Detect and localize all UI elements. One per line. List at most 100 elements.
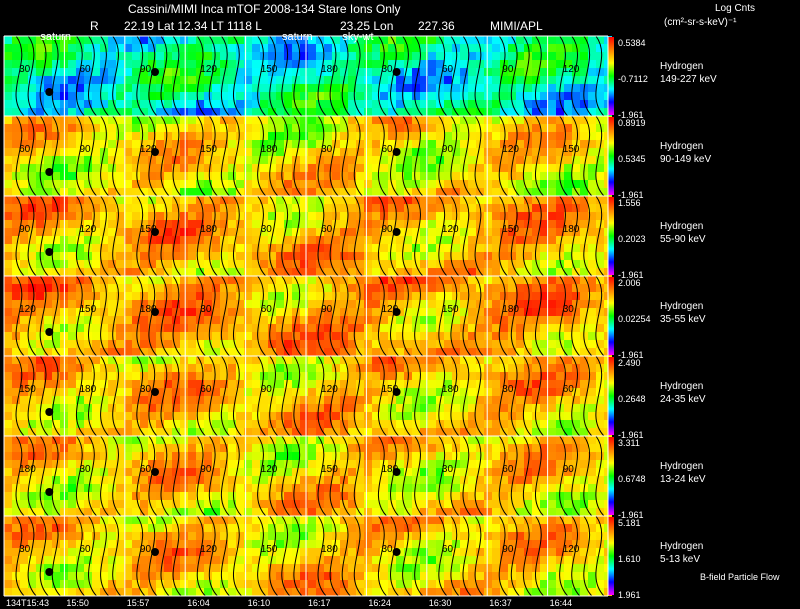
pitch-angle-contour: [341, 275, 351, 357]
pitch-angle-contour: [390, 515, 399, 597]
pitch-angle-contour: [534, 275, 544, 357]
pitch-angle-contour: [390, 435, 399, 517]
contour-label: 150: [261, 544, 278, 555]
pitch-angle-contour: [160, 515, 170, 597]
colorbar: [608, 517, 614, 595]
pitch-angle-contour: [148, 355, 158, 437]
contour-label: 180: [80, 384, 97, 395]
energy-panel: 180 30 60 90 120 150 180 30 60 90: [4, 435, 612, 517]
particle-flow-marker: [45, 568, 54, 576]
pitch-angle-contour: [293, 195, 303, 277]
colorbar-tick: 0.2023: [618, 234, 646, 245]
pitch-angle-contour: [329, 435, 339, 517]
pitch-angle-contour: [559, 435, 569, 517]
colorbar-tick: -1.961: [618, 349, 644, 360]
pitch-angle-contour: [353, 355, 363, 437]
pitch-angle-contour: [208, 275, 218, 357]
pitch-angle-contour: [112, 355, 122, 437]
r-label: R: [90, 19, 99, 33]
b-field-marker: [151, 68, 159, 76]
contour-label: 120: [140, 144, 157, 155]
pitch-angle-contour: [450, 115, 460, 197]
colorbar-tick: 0.2648: [618, 394, 646, 405]
pitch-angle-contour: [15, 435, 25, 517]
contour-label: 180: [200, 224, 217, 235]
contour-label: 60: [80, 64, 92, 75]
pitch-angle-contour: [329, 35, 339, 117]
contour-label: 30: [382, 64, 394, 75]
contour-label: 30: [382, 544, 394, 555]
pitch-angle-contour: [39, 435, 49, 517]
pitch-angle-contour: [595, 35, 605, 117]
contour-label: 30: [261, 224, 273, 235]
pitch-angle-contour: [583, 195, 593, 277]
frame-label: sky-wt: [342, 31, 373, 43]
contour-label: 150: [321, 464, 338, 475]
pitch-angle-contour: [100, 275, 110, 357]
pitch-angle-contour: [269, 355, 279, 437]
colorbar-tick: -1.961: [618, 269, 644, 280]
row-label: Hydrogen 13-24 keV: [660, 460, 706, 486]
pitch-angle-contour: [571, 355, 581, 437]
legend-note: B-field Particle Flow: [700, 572, 780, 582]
contour-label: 60: [140, 464, 152, 475]
pitch-angle-contour: [462, 115, 472, 197]
pitch-angle-contour: [51, 115, 61, 197]
pitch-angle-contour: [559, 515, 569, 597]
energy-label: 35-55 keV: [660, 314, 706, 325]
pitch-angle-contour: [571, 115, 581, 197]
b-field-marker: [392, 468, 401, 476]
pitch-angle-contour: [317, 435, 327, 517]
species-label: Hydrogen: [660, 301, 704, 312]
contour-label: 180: [140, 304, 157, 315]
pitch-angle-contour: [75, 195, 85, 277]
pitch-angle-contour: [148, 435, 158, 517]
pitch-angle-contour: [377, 195, 387, 277]
particle-flow-marker: [45, 88, 54, 96]
header: Cassini/MIMI Inca mTOF 2008-134 Stare Io…: [0, 0, 800, 36]
particle-flow-marker: [45, 328, 54, 336]
pitch-angle-contour: [595, 115, 605, 197]
pitch-angle-contour: [402, 355, 412, 437]
pitch-angle-contour: [498, 115, 508, 197]
contour-label: 150: [19, 384, 36, 395]
time-tick-label: 134T15:43: [6, 598, 50, 608]
pitch-angle-contour: [100, 515, 110, 597]
pitch-angle-contour: [510, 435, 520, 517]
pitch-angle-contour: [39, 115, 49, 197]
pitch-angle-contour: [136, 115, 146, 197]
pitch-angle-contour: [75, 355, 85, 437]
energy-label: 55-90 keV: [660, 234, 706, 245]
pitch-angle-contour: [148, 35, 158, 117]
pitch-angle-contour: [293, 115, 303, 197]
time-tick-label: 16:37: [489, 598, 512, 608]
pitch-angle-contour: [510, 35, 520, 117]
colorbar-tick: 0.6748: [618, 474, 646, 485]
pitch-angle-contour: [293, 515, 303, 597]
pitch-angle-contour: [269, 195, 279, 277]
pitch-angle-contour: [559, 35, 569, 117]
contour-label: 180: [19, 464, 36, 475]
colorbar-tick: 1.961: [618, 589, 641, 600]
pitch-angle-contour: [534, 515, 544, 597]
time-tick-label: 15:50: [66, 598, 89, 608]
time-tick-label: 16:44: [549, 598, 573, 608]
contour-label: 60: [382, 144, 394, 155]
pitch-angle-contour: [438, 435, 448, 517]
contour-label: 120: [200, 544, 217, 555]
pitch-angle-contour: [257, 355, 267, 437]
pitch-angle-contour: [414, 515, 424, 597]
contour-label: 150: [200, 144, 217, 155]
pitch-angle-contour: [414, 275, 424, 357]
contour-label: 90: [200, 464, 212, 475]
colorbar-tick: 0.8919: [618, 117, 646, 128]
pitch-angle-contour: [172, 115, 182, 197]
contour-label: 120: [563, 544, 580, 555]
pitch-angle-contour: [474, 435, 484, 517]
contour-label: 90: [502, 544, 514, 555]
contour-label: 30: [200, 304, 212, 315]
particle-flow-marker: [45, 408, 54, 416]
pitch-angle-contour: [414, 35, 424, 117]
colorbar-tick: -1.961: [618, 429, 644, 440]
pitch-angle-contour: [220, 195, 230, 277]
